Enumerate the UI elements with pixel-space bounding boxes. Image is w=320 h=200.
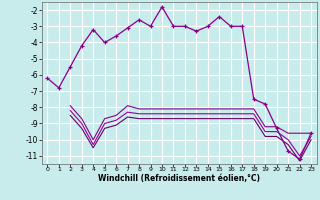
X-axis label: Windchill (Refroidissement éolien,°C): Windchill (Refroidissement éolien,°C) <box>98 174 260 183</box>
